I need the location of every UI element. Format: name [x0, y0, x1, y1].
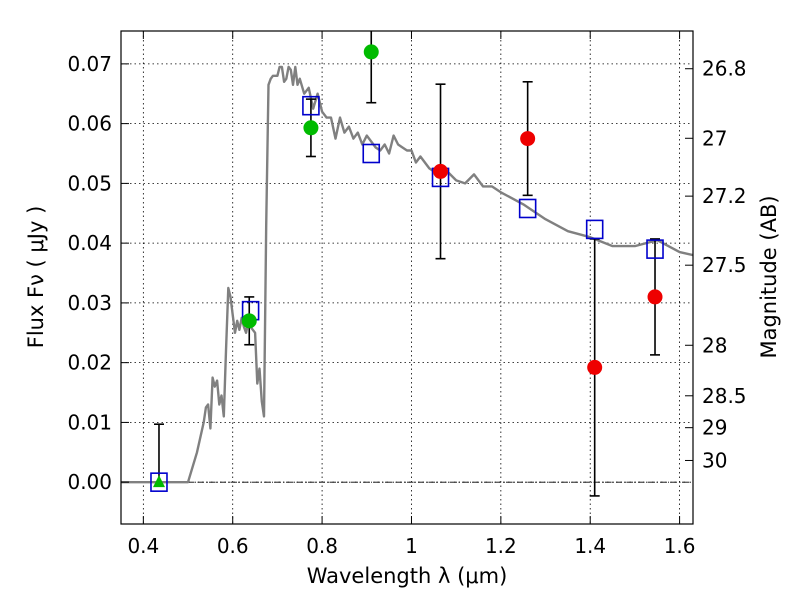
- y2-tick-label: 30: [702, 448, 727, 472]
- model-box-marker: [646, 239, 664, 259]
- model-box-marker: [150, 472, 168, 492]
- x-tick-label: 1.6: [664, 534, 696, 558]
- y2-tick-label: 27.5: [702, 253, 747, 277]
- y2-tick-label: 26.8: [702, 57, 747, 81]
- model-box-marker: [585, 219, 604, 240]
- y2-tick-label: 27.2: [702, 184, 747, 208]
- grid: [121, 31, 693, 524]
- red-data-point: [587, 359, 603, 375]
- x-tick-label: 1: [405, 534, 418, 558]
- red-data-point: [520, 131, 536, 147]
- y-tick-label: 0.06: [67, 112, 112, 136]
- axis-ticks: 0.4 0.6 0.8 1 1.2 1.4 1.6 0.00 0.01 0.02 0.03 0.04 0…: [67, 31, 747, 558]
- y2-tick-label: 27: [702, 126, 727, 150]
- y-tick-label: 0.02: [67, 351, 112, 375]
- model-spectrum-layer: [121, 65, 693, 484]
- x-tick-label: 1.2: [485, 534, 517, 558]
- green-data-point: [303, 120, 319, 136]
- y2-tick-label: 28.5: [702, 384, 747, 408]
- red-data-point: [647, 289, 663, 305]
- x-tick-label: 1.4: [574, 534, 606, 558]
- x-tick-label: 0.6: [217, 534, 249, 558]
- y2-axis-label: Magnitude (AB): [757, 195, 781, 358]
- error-bars-layer: [153, 31, 661, 497]
- y-tick-label: 0.07: [67, 52, 112, 76]
- y-tick-label: 0.03: [67, 291, 112, 315]
- x-tick-label: 0.4: [127, 534, 159, 558]
- y-tick-label: 0.01: [67, 410, 112, 434]
- model-box-marker: [518, 198, 537, 219]
- red-data-point: [433, 163, 449, 179]
- model-box-marker: [362, 143, 381, 164]
- x-axis-label: Wavelength λ (μm): [307, 564, 508, 588]
- y-tick-label: 0.00: [67, 470, 112, 494]
- y-tick-label: 0.04: [67, 231, 112, 255]
- y-tick-label: 0.05: [67, 171, 112, 195]
- triangle-data-point: [152, 475, 165, 488]
- x-tick-label: 0.8: [306, 534, 338, 558]
- y2-tick-label: 28: [702, 333, 727, 357]
- markers-layer: [150, 44, 664, 492]
- y-axis-label: Flux Fν ( μJy ): [24, 206, 48, 349]
- green-data-point: [363, 44, 379, 60]
- model-box-marker: [302, 95, 320, 116]
- green-data-point: [241, 313, 257, 329]
- model-spectrum-line: [121, 65, 693, 484]
- plot-frame: [120, 30, 694, 525]
- y2-tick-label: 29: [702, 416, 727, 440]
